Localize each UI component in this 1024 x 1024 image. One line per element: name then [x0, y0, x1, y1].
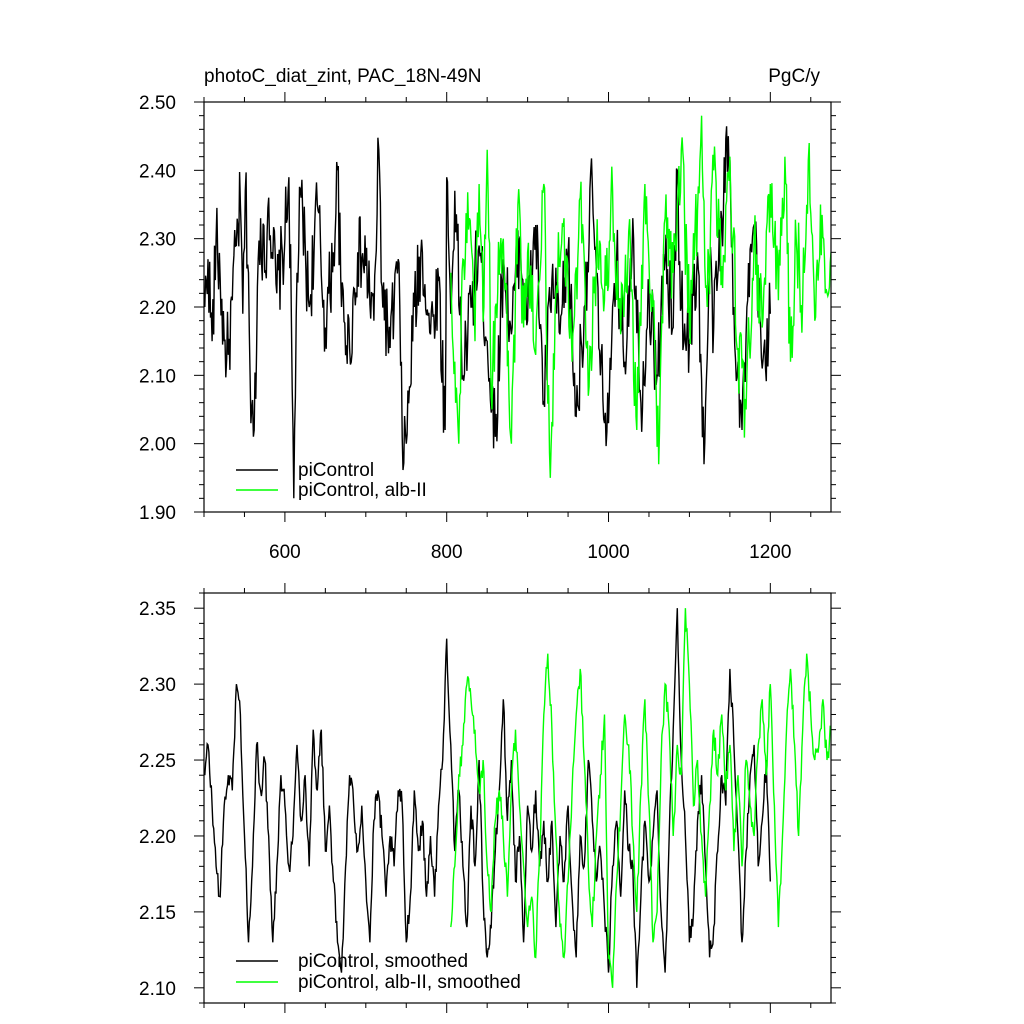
top-title-left: photoC_diat_zint, PAC_18N-49N [204, 66, 481, 87]
y-tick-label: 2.30 [139, 675, 176, 696]
series-line-1-1 [450, 608, 831, 988]
x-tick-label: 1000 [587, 542, 629, 563]
series-line-1-0 [204, 608, 771, 988]
y-tick-label: 2.35 [139, 599, 176, 620]
y-tick-label: 2.15 [139, 903, 176, 924]
legend-label: piControl, alb-II [298, 480, 427, 501]
y-tick-label: 2.25 [139, 751, 176, 772]
plot-frame [203, 592, 832, 1004]
top-title-right: PgC/y [768, 66, 820, 87]
legend-label: piControl, smoothed [298, 951, 468, 972]
legend-label: piControl, alb-II, smoothed [298, 972, 521, 993]
y-tick-label: 2.10 [139, 979, 176, 1000]
series-line-0-1 [450, 115, 831, 478]
y-tick-label: 1.90 [139, 503, 176, 524]
y-tick-label: 2.40 [139, 161, 176, 182]
y-tick-label: 2.00 [139, 435, 176, 456]
x-tick-label: 800 [431, 542, 463, 563]
bottom-chart-panel: 2.10 2.15 2.20 2.25 2.30 2.35 piControl, smoot… [139, 583, 841, 1013]
plot-frame [203, 101, 832, 513]
y-tick-label: 2.20 [139, 827, 176, 848]
y-tick-label: 2.10 [139, 366, 176, 387]
y-tick-label: 2.50 [139, 93, 176, 114]
y-tick-label: 2.20 [139, 298, 176, 319]
x-tick-label: 1200 [749, 542, 791, 563]
top-chart-panel: 600 800 1000 1200 1.90 2.00 2.10 2.20 2.30 2.40 2.… [139, 92, 841, 563]
series-line-0-0 [204, 126, 771, 499]
x-tick-label: 600 [269, 542, 301, 563]
legend-label: piControl [298, 460, 374, 481]
y-tick-label: 2.30 [139, 230, 176, 251]
